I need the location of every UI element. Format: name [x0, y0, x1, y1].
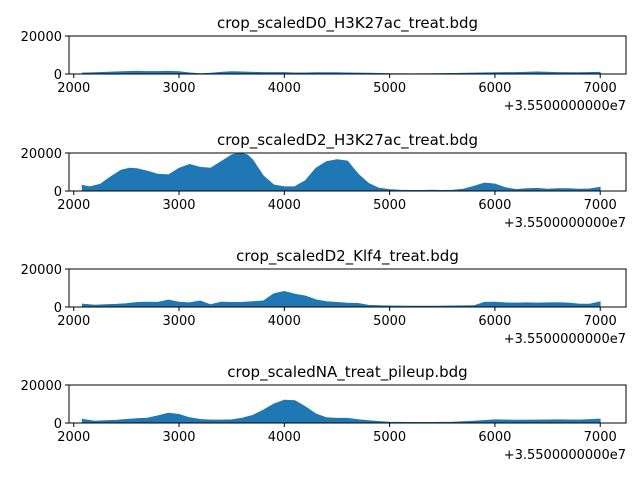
area-series-1	[81, 70, 601, 75]
x-tick-label: 5000	[373, 430, 406, 445]
x-offset-label: +3.5500000000e7	[504, 332, 626, 347]
subplot-4: crop_scaledNA_treat_pileup.bdg 2000 3000 40…	[21, 363, 627, 463]
subplot-2: crop_scaledD2_H3K27ac_treat.bdg 2000 3000 4…	[21, 131, 627, 231]
area-series-4	[81, 399, 601, 424]
axes-frame	[68, 152, 627, 192]
y-tick-label: 0	[54, 68, 62, 83]
x-tick-label: 7000	[584, 81, 617, 96]
x-tick-label: 7000	[584, 314, 617, 329]
subplot-3: crop_scaledD2_Klf4_treat.bdg 2000 3000 4000…	[21, 247, 627, 347]
x-tick-label: 3000	[162, 198, 195, 213]
y-tick-label: 0	[54, 301, 62, 316]
x-offset-label: +3.5500000000e7	[504, 99, 626, 114]
x-tick-label: 7000	[584, 198, 617, 213]
subplot-title: crop_scaledD2_Klf4_treat.bdg	[236, 247, 459, 266]
axes-frame	[68, 384, 627, 424]
x-tick-label: 3000	[162, 314, 195, 329]
x-offset-label: +3.5500000000e7	[504, 448, 626, 463]
x-tick-label: 4000	[268, 81, 301, 96]
x-tick-label: 6000	[478, 198, 511, 213]
x-tick-label: 5000	[373, 81, 406, 96]
x-offset-label: +3.5500000000e7	[504, 216, 626, 231]
area-series-2	[81, 152, 601, 192]
x-tick-label: 2000	[57, 314, 90, 329]
x-tick-label: 6000	[478, 81, 511, 96]
y-tick-label: 20000	[21, 147, 62, 162]
x-tick-label: 4000	[268, 430, 301, 445]
y-tick-label: 20000	[21, 30, 62, 45]
x-tick-label: 2000	[57, 430, 90, 445]
x-tick-label: 7000	[584, 430, 617, 445]
area-series-3	[81, 290, 601, 308]
x-tick-label: 2000	[57, 81, 90, 96]
x-tick-label: 6000	[478, 314, 511, 329]
x-tick-label: 4000	[268, 314, 301, 329]
x-tick-label: 3000	[162, 430, 195, 445]
axes-frame	[68, 268, 627, 308]
subplot-title: crop_scaledD2_H3K27ac_treat.bdg	[217, 131, 478, 150]
y-tick-label: 20000	[21, 263, 62, 278]
x-tick-label: 3000	[162, 81, 195, 96]
x-tick-label: 5000	[373, 198, 406, 213]
y-tick-label: 0	[54, 185, 62, 200]
y-tick-label: 0	[54, 417, 62, 432]
subplot-1: crop_scaledD0_H3K27ac_treat.bdg 2000 3000 4…	[21, 14, 627, 114]
x-tick-label: 2000	[57, 198, 90, 213]
x-tick-label: 6000	[478, 430, 511, 445]
subplot-title: crop_scaledNA_treat_pileup.bdg	[227, 363, 467, 382]
y-tick-label: 20000	[21, 379, 62, 394]
x-tick-label: 5000	[373, 314, 406, 329]
subplot-title: crop_scaledD0_H3K27ac_treat.bdg	[217, 14, 478, 33]
x-tick-label: 4000	[268, 198, 301, 213]
axes-frame	[68, 35, 627, 75]
